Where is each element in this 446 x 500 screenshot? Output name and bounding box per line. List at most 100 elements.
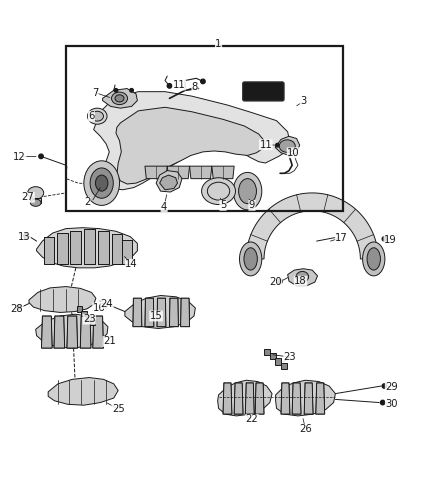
Polygon shape xyxy=(255,383,264,414)
Text: 20: 20 xyxy=(269,277,282,287)
Circle shape xyxy=(382,384,387,388)
Text: 12: 12 xyxy=(13,152,26,162)
Polygon shape xyxy=(93,316,103,348)
Polygon shape xyxy=(86,315,91,320)
Text: 9: 9 xyxy=(249,200,255,210)
Polygon shape xyxy=(80,316,91,348)
Ellipse shape xyxy=(202,178,235,204)
Polygon shape xyxy=(275,358,281,364)
Polygon shape xyxy=(98,231,109,264)
Circle shape xyxy=(382,236,387,241)
Polygon shape xyxy=(112,234,122,264)
Polygon shape xyxy=(190,166,212,178)
Polygon shape xyxy=(41,316,52,348)
Polygon shape xyxy=(57,233,68,264)
Polygon shape xyxy=(122,240,132,264)
Text: 25: 25 xyxy=(112,404,124,414)
Ellipse shape xyxy=(233,172,262,210)
Text: 2: 2 xyxy=(84,198,90,207)
Bar xyxy=(66,46,343,211)
Text: 30: 30 xyxy=(385,399,398,409)
Ellipse shape xyxy=(240,242,262,276)
Polygon shape xyxy=(245,383,254,414)
Text: 4: 4 xyxy=(161,202,167,211)
Polygon shape xyxy=(145,298,154,326)
Circle shape xyxy=(130,88,133,92)
Text: 7: 7 xyxy=(92,88,98,98)
Circle shape xyxy=(278,279,282,283)
Polygon shape xyxy=(81,310,87,316)
Polygon shape xyxy=(103,88,137,108)
Text: 15: 15 xyxy=(150,311,162,321)
Polygon shape xyxy=(288,268,318,285)
Text: 11: 11 xyxy=(173,80,186,90)
Polygon shape xyxy=(169,298,178,326)
Text: 16: 16 xyxy=(93,303,105,313)
Polygon shape xyxy=(36,314,108,348)
Polygon shape xyxy=(157,298,166,326)
Ellipse shape xyxy=(112,92,128,104)
Circle shape xyxy=(201,79,205,84)
Polygon shape xyxy=(77,306,82,312)
Text: 3: 3 xyxy=(300,96,306,106)
Text: 27: 27 xyxy=(22,192,34,202)
Polygon shape xyxy=(48,378,118,405)
Polygon shape xyxy=(156,170,182,192)
Circle shape xyxy=(39,154,43,158)
Polygon shape xyxy=(37,228,137,268)
Ellipse shape xyxy=(84,161,120,206)
Polygon shape xyxy=(276,380,335,416)
Ellipse shape xyxy=(279,140,295,152)
Polygon shape xyxy=(223,383,232,414)
Polygon shape xyxy=(160,175,178,190)
Polygon shape xyxy=(94,92,290,190)
Ellipse shape xyxy=(95,175,108,191)
Text: 17: 17 xyxy=(335,232,348,242)
Polygon shape xyxy=(167,166,190,178)
Ellipse shape xyxy=(363,242,385,276)
Polygon shape xyxy=(246,193,378,259)
Ellipse shape xyxy=(296,272,309,282)
FancyBboxPatch shape xyxy=(243,82,284,101)
Circle shape xyxy=(114,88,118,92)
Text: 22: 22 xyxy=(246,414,258,424)
Text: 14: 14 xyxy=(125,260,138,270)
Ellipse shape xyxy=(91,112,103,121)
Text: 13: 13 xyxy=(18,232,30,241)
Polygon shape xyxy=(281,363,287,369)
Text: 8: 8 xyxy=(192,82,198,92)
Text: 26: 26 xyxy=(299,424,312,434)
Polygon shape xyxy=(145,166,167,178)
Polygon shape xyxy=(116,108,265,184)
Polygon shape xyxy=(212,166,234,178)
Text: 19: 19 xyxy=(384,235,396,245)
Circle shape xyxy=(380,400,385,405)
Ellipse shape xyxy=(239,178,256,204)
Polygon shape xyxy=(90,320,95,325)
Ellipse shape xyxy=(115,95,124,102)
Polygon shape xyxy=(218,380,272,416)
Polygon shape xyxy=(304,383,313,414)
Text: 21: 21 xyxy=(103,336,116,346)
Polygon shape xyxy=(275,136,300,156)
Polygon shape xyxy=(70,231,81,264)
Polygon shape xyxy=(234,383,243,414)
Text: 6: 6 xyxy=(88,111,95,121)
Ellipse shape xyxy=(244,248,257,270)
Text: 18: 18 xyxy=(294,276,307,286)
Polygon shape xyxy=(292,383,301,414)
Text: 24: 24 xyxy=(101,298,113,308)
Text: 1: 1 xyxy=(215,38,222,48)
Polygon shape xyxy=(44,236,54,264)
Circle shape xyxy=(24,234,28,238)
Polygon shape xyxy=(133,298,142,326)
Text: 23: 23 xyxy=(284,352,296,362)
Polygon shape xyxy=(30,198,41,202)
Circle shape xyxy=(276,144,279,147)
Circle shape xyxy=(17,305,21,310)
Polygon shape xyxy=(67,316,78,348)
Polygon shape xyxy=(264,348,270,355)
Text: 23: 23 xyxy=(83,314,95,324)
Text: 10: 10 xyxy=(287,148,300,158)
Polygon shape xyxy=(29,286,96,312)
